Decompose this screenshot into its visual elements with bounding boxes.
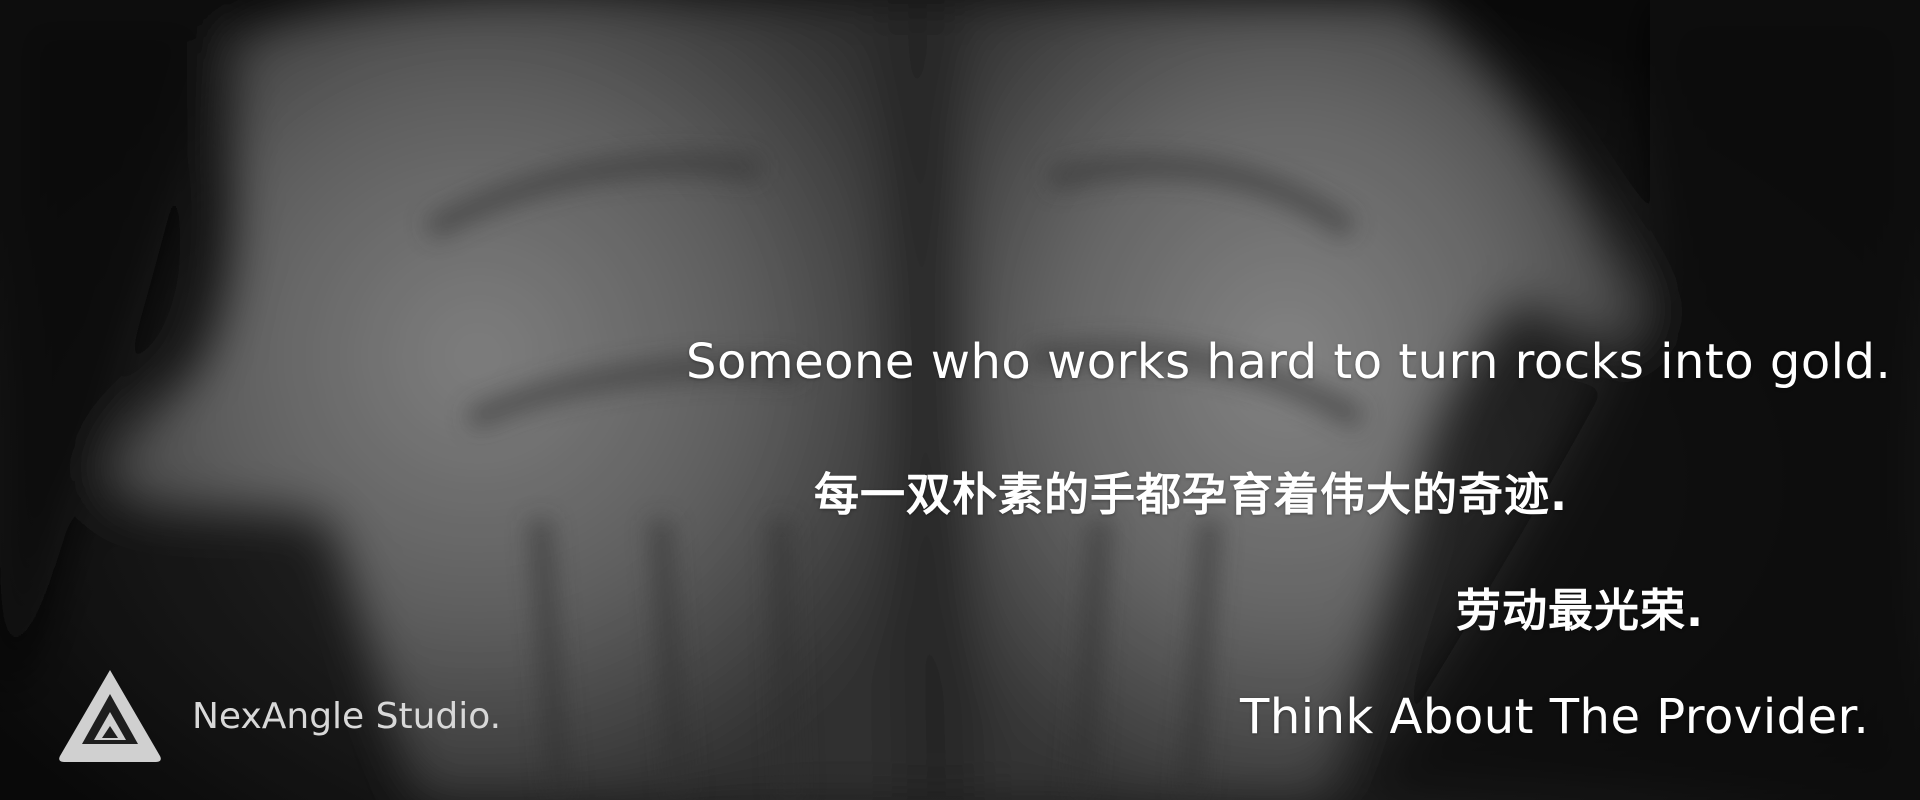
- studio-brand: NexAngle Studio.: [56, 668, 501, 764]
- triangle-logo-icon: [59, 670, 161, 762]
- slogan-chinese: 劳动最光荣.: [1456, 584, 1705, 637]
- tagline-english: Someone who works hard to turn rocks int…: [686, 334, 1892, 390]
- studio-name: NexAngle Studio.: [192, 695, 502, 737]
- tagline-chinese: 每一双朴素的手都孕育着伟大的奇迹.: [814, 468, 1569, 521]
- slogan-english: Think About The Provider.: [1240, 689, 1870, 745]
